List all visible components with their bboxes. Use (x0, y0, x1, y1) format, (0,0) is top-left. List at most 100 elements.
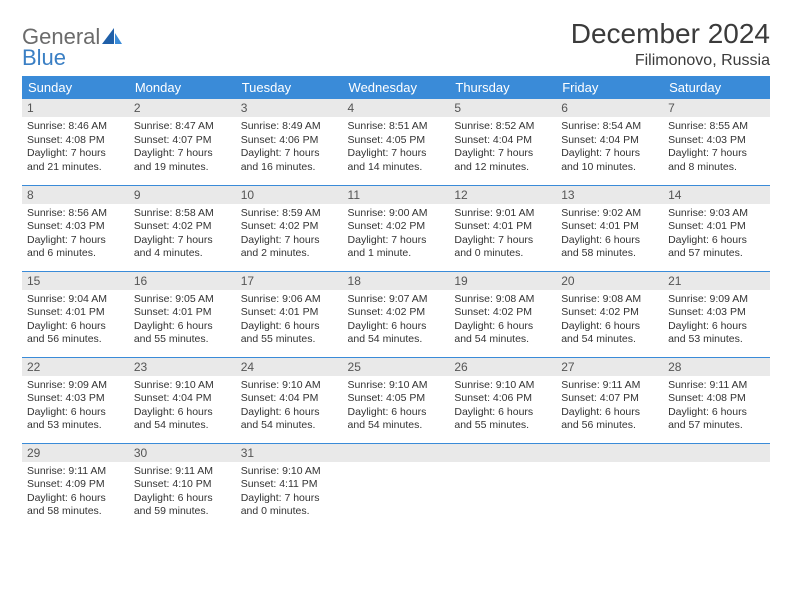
logo-sail-icon (102, 28, 122, 44)
day-number: 27 (556, 358, 663, 376)
calendar-cell: 20Sunrise: 9:08 AMSunset: 4:02 PMDayligh… (556, 271, 663, 357)
calendar-cell: 31Sunrise: 9:10 AMSunset: 4:11 PMDayligh… (236, 443, 343, 529)
day-details: Sunrise: 9:11 AMSunset: 4:09 PMDaylight:… (22, 462, 129, 525)
day-number: 8 (22, 186, 129, 204)
weekday-header: Monday (129, 76, 236, 99)
calendar-cell: 19Sunrise: 9:08 AMSunset: 4:02 PMDayligh… (449, 271, 556, 357)
day-details: Sunrise: 8:56 AMSunset: 4:03 PMDaylight:… (22, 204, 129, 267)
day-number: 14 (663, 186, 770, 204)
day-number: 20 (556, 272, 663, 290)
page-title: December 2024 (571, 18, 770, 50)
calendar-cell: 28Sunrise: 9:11 AMSunset: 4:08 PMDayligh… (663, 357, 770, 443)
day-number: 5 (449, 99, 556, 117)
weekday-header-row: SundayMondayTuesdayWednesdayThursdayFrid… (22, 76, 770, 99)
day-details: Sunrise: 9:03 AMSunset: 4:01 PMDaylight:… (663, 204, 770, 267)
day-details: Sunrise: 9:10 AMSunset: 4:04 PMDaylight:… (236, 376, 343, 439)
calendar-cell: 2Sunrise: 8:47 AMSunset: 4:07 PMDaylight… (129, 99, 236, 185)
day-details: Sunrise: 9:02 AMSunset: 4:01 PMDaylight:… (556, 204, 663, 267)
calendar-cell: 21Sunrise: 9:09 AMSunset: 4:03 PMDayligh… (663, 271, 770, 357)
day-details: Sunrise: 8:47 AMSunset: 4:07 PMDaylight:… (129, 117, 236, 180)
day-details: Sunrise: 9:10 AMSunset: 4:06 PMDaylight:… (449, 376, 556, 439)
day-details: Sunrise: 8:46 AMSunset: 4:08 PMDaylight:… (22, 117, 129, 180)
calendar-cell (663, 443, 770, 529)
calendar-cell: 27Sunrise: 9:11 AMSunset: 4:07 PMDayligh… (556, 357, 663, 443)
calendar-cell (343, 443, 450, 529)
day-number: 9 (129, 186, 236, 204)
weekday-header: Thursday (449, 76, 556, 99)
calendar-cell: 7Sunrise: 8:55 AMSunset: 4:03 PMDaylight… (663, 99, 770, 185)
day-number: 7 (663, 99, 770, 117)
day-details: Sunrise: 9:08 AMSunset: 4:02 PMDaylight:… (556, 290, 663, 353)
weekday-header: Sunday (22, 76, 129, 99)
weekday-header: Friday (556, 76, 663, 99)
day-number-empty (556, 444, 663, 462)
calendar-cell: 1Sunrise: 8:46 AMSunset: 4:08 PMDaylight… (22, 99, 129, 185)
day-details: Sunrise: 9:10 AMSunset: 4:11 PMDaylight:… (236, 462, 343, 525)
calendar-cell: 4Sunrise: 8:51 AMSunset: 4:05 PMDaylight… (343, 99, 450, 185)
day-details: Sunrise: 8:55 AMSunset: 4:03 PMDaylight:… (663, 117, 770, 180)
logo-word-2: Blue (22, 48, 122, 69)
day-details: Sunrise: 9:06 AMSunset: 4:01 PMDaylight:… (236, 290, 343, 353)
day-number: 28 (663, 358, 770, 376)
day-details: Sunrise: 9:09 AMSunset: 4:03 PMDaylight:… (663, 290, 770, 353)
calendar-cell: 3Sunrise: 8:49 AMSunset: 4:06 PMDaylight… (236, 99, 343, 185)
calendar-cell: 29Sunrise: 9:11 AMSunset: 4:09 PMDayligh… (22, 443, 129, 529)
calendar-cell: 15Sunrise: 9:04 AMSunset: 4:01 PMDayligh… (22, 271, 129, 357)
day-details: Sunrise: 9:08 AMSunset: 4:02 PMDaylight:… (449, 290, 556, 353)
day-details: Sunrise: 9:01 AMSunset: 4:01 PMDaylight:… (449, 204, 556, 267)
day-details: Sunrise: 9:04 AMSunset: 4:01 PMDaylight:… (22, 290, 129, 353)
day-number: 30 (129, 444, 236, 462)
day-number: 25 (343, 358, 450, 376)
calendar-cell: 16Sunrise: 9:05 AMSunset: 4:01 PMDayligh… (129, 271, 236, 357)
day-number: 22 (22, 358, 129, 376)
day-details: Sunrise: 8:58 AMSunset: 4:02 PMDaylight:… (129, 204, 236, 267)
title-block: December 2024 Filimonovo, Russia (571, 18, 770, 70)
day-number: 16 (129, 272, 236, 290)
calendar-cell: 30Sunrise: 9:11 AMSunset: 4:10 PMDayligh… (129, 443, 236, 529)
day-details: Sunrise: 9:11 AMSunset: 4:08 PMDaylight:… (663, 376, 770, 439)
day-details: Sunrise: 8:59 AMSunset: 4:02 PMDaylight:… (236, 204, 343, 267)
day-number: 4 (343, 99, 450, 117)
calendar-row: 8Sunrise: 8:56 AMSunset: 4:03 PMDaylight… (22, 185, 770, 271)
day-details: Sunrise: 8:49 AMSunset: 4:06 PMDaylight:… (236, 117, 343, 180)
calendar-body: 1Sunrise: 8:46 AMSunset: 4:08 PMDaylight… (22, 99, 770, 529)
day-number: 31 (236, 444, 343, 462)
day-details: Sunrise: 9:10 AMSunset: 4:05 PMDaylight:… (343, 376, 450, 439)
page-subtitle: Filimonovo, Russia (571, 52, 770, 70)
day-details: Sunrise: 9:11 AMSunset: 4:07 PMDaylight:… (556, 376, 663, 439)
calendar-cell: 24Sunrise: 9:10 AMSunset: 4:04 PMDayligh… (236, 357, 343, 443)
calendar-cell: 25Sunrise: 9:10 AMSunset: 4:05 PMDayligh… (343, 357, 450, 443)
day-details: Sunrise: 9:05 AMSunset: 4:01 PMDaylight:… (129, 290, 236, 353)
day-details: Sunrise: 8:52 AMSunset: 4:04 PMDaylight:… (449, 117, 556, 180)
day-details: Sunrise: 9:00 AMSunset: 4:02 PMDaylight:… (343, 204, 450, 267)
weekday-header: Saturday (663, 76, 770, 99)
day-number: 23 (129, 358, 236, 376)
day-details: Sunrise: 9:07 AMSunset: 4:02 PMDaylight:… (343, 290, 450, 353)
header: General Blue December 2024 Filimonovo, R… (22, 18, 770, 70)
calendar-cell: 17Sunrise: 9:06 AMSunset: 4:01 PMDayligh… (236, 271, 343, 357)
day-number: 26 (449, 358, 556, 376)
calendar-row: 15Sunrise: 9:04 AMSunset: 4:01 PMDayligh… (22, 271, 770, 357)
calendar-cell: 26Sunrise: 9:10 AMSunset: 4:06 PMDayligh… (449, 357, 556, 443)
day-number-empty (449, 444, 556, 462)
day-number: 2 (129, 99, 236, 117)
calendar-cell: 13Sunrise: 9:02 AMSunset: 4:01 PMDayligh… (556, 185, 663, 271)
calendar-cell: 10Sunrise: 8:59 AMSunset: 4:02 PMDayligh… (236, 185, 343, 271)
day-number: 12 (449, 186, 556, 204)
day-number-empty (343, 444, 450, 462)
calendar-cell: 11Sunrise: 9:00 AMSunset: 4:02 PMDayligh… (343, 185, 450, 271)
day-number: 17 (236, 272, 343, 290)
day-details: Sunrise: 9:11 AMSunset: 4:10 PMDaylight:… (129, 462, 236, 525)
day-number: 29 (22, 444, 129, 462)
calendar-cell: 18Sunrise: 9:07 AMSunset: 4:02 PMDayligh… (343, 271, 450, 357)
calendar-cell: 14Sunrise: 9:03 AMSunset: 4:01 PMDayligh… (663, 185, 770, 271)
day-number: 3 (236, 99, 343, 117)
day-number-empty (663, 444, 770, 462)
calendar-cell: 12Sunrise: 9:01 AMSunset: 4:01 PMDayligh… (449, 185, 556, 271)
day-details: Sunrise: 9:09 AMSunset: 4:03 PMDaylight:… (22, 376, 129, 439)
day-number: 13 (556, 186, 663, 204)
calendar-row: 1Sunrise: 8:46 AMSunset: 4:08 PMDaylight… (22, 99, 770, 185)
calendar-cell: 22Sunrise: 9:09 AMSunset: 4:03 PMDayligh… (22, 357, 129, 443)
day-number: 18 (343, 272, 450, 290)
day-number: 6 (556, 99, 663, 117)
